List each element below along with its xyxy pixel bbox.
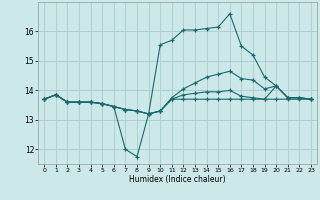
X-axis label: Humidex (Indice chaleur): Humidex (Indice chaleur) (129, 175, 226, 184)
